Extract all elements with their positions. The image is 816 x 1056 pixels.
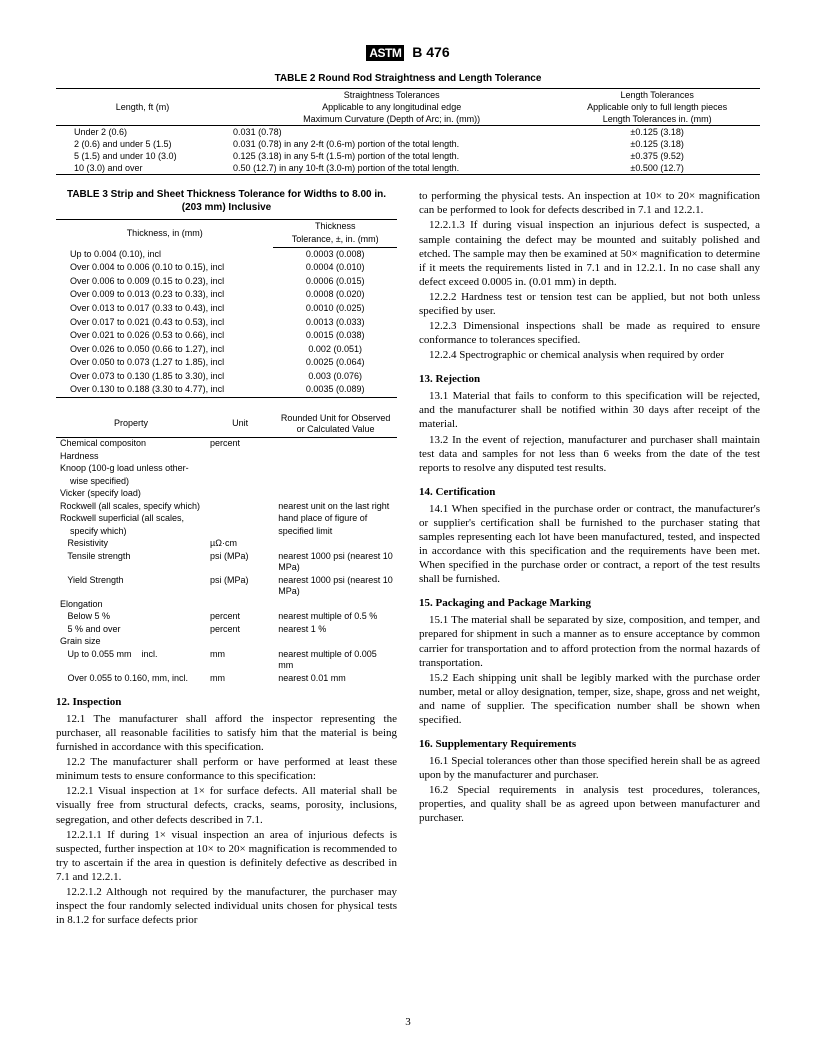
table-row: Over 0.055 to 0.160, mm, incl.mmnearest … — [56, 672, 397, 685]
table-row: Over 0.021 to 0.026 (0.53 to 0.66), incl… — [56, 329, 397, 343]
p-12-2-3: 12.2.3 Dimensional inspections shall be … — [419, 319, 760, 347]
t3-h-c2a: Thickness — [273, 219, 397, 233]
p-14-1: 14.1 When specified in the purchase orde… — [419, 502, 760, 586]
t2-h-col2c: Maximum Curvature (Depth of Arc; in. (mm… — [229, 113, 554, 126]
p-12-2-2: 12.2.2 Hardness test or tension test can… — [419, 290, 760, 318]
table-row: Over 0.026 to 0.050 (0.66 to 1.27), incl… — [56, 343, 397, 357]
table-row: Under 2 (0.6)0.031 (0.78)±0.125 (3.18) — [56, 126, 760, 139]
table-row: Over 0.073 to 0.130 (1.85 to 3.30), incl… — [56, 370, 397, 384]
table-row: Below 5 %percentnearest multiple of 0.5 … — [56, 611, 397, 624]
p-12-2: 12.2 The manufacturer shall perform or h… — [56, 755, 397, 783]
p-13-1: 13.1 Material that fails to conform to t… — [419, 389, 760, 431]
table-row: Over 0.130 to 0.188 (3.30 to 4.77), incl… — [56, 383, 397, 397]
doc-header: ASTM B 476 — [56, 44, 760, 61]
table-row: Tensile strengthpsi (MPa)nearest 1000 ps… — [56, 550, 397, 574]
table-row: 2 (0.6) and under 5 (1.5)0.031 (0.78) in… — [56, 138, 760, 150]
p-12-2-1-3: 12.2.1.3 If during visual inspection an … — [419, 218, 760, 288]
page: ASTM B 476 TABLE 2 Round Rod Straightnes… — [0, 0, 816, 958]
table2: Straightness Tolerances Length Tolerance… — [56, 88, 760, 175]
table-row: Knoop (100-g load unless other- — [56, 463, 397, 476]
t4-h-c3: Rounded Unit for Observed or Calculated … — [274, 412, 397, 438]
table-row: Up to 0.004 (0.10), incl0.0003 (0.008) — [56, 247, 397, 261]
table-row: Up to 0.055 mm incl.mmnearest multiple o… — [56, 648, 397, 672]
table-row: Yield Strengthpsi (MPa)nearest 1000 psi … — [56, 574, 397, 598]
table-row: Rockwell (all scales, specify which)near… — [56, 500, 397, 513]
table-row: Vicker (specify load) — [56, 488, 397, 501]
s14-heading: 14. Certification — [419, 485, 760, 499]
table3-title: TABLE 3 Strip and Sheet Thickness Tolera… — [56, 189, 397, 215]
s12-heading: 12. Inspection — [56, 695, 397, 709]
table4: Property Unit Rounded Unit for Observed … — [56, 412, 397, 685]
s15-heading: 15. Packaging and Package Marking — [419, 596, 760, 610]
p-12-2-1-2: 12.2.1.2 Although not required by the ma… — [56, 885, 397, 927]
t4-h-c1: Property — [56, 412, 206, 438]
table-row: Hardness — [56, 450, 397, 463]
right-column: to performing the physical tests. An ins… — [419, 189, 760, 928]
s16-heading: 16. Supplementary Requirements — [419, 737, 760, 751]
table-row: 5 % and overpercentnearest 1 % — [56, 623, 397, 636]
table-row: Over 0.009 to 0.013 (0.23 to 0.33), incl… — [56, 288, 397, 302]
t2-h-col3c: Length Tolerances in. (mm) — [554, 113, 760, 126]
p-16-1: 16.1 Special tolerances other than those… — [419, 754, 760, 782]
t3-h-c1: Thickness, in (mm) — [56, 219, 273, 247]
s13-heading: 13. Rejection — [419, 372, 760, 386]
doc-number: B 476 — [412, 44, 449, 60]
table-row: Grain size — [56, 636, 397, 649]
page-number: 3 — [0, 1016, 816, 1028]
p-16-2: 16.2 Special requirements in analysis te… — [419, 783, 760, 825]
table-row: specify which) specified limit — [56, 525, 397, 538]
p-15-2: 15.2 Each shipping unit shall be legibly… — [419, 671, 760, 727]
t3-h-c2b: Tolerance, ±, in. (mm) — [273, 233, 397, 247]
p-13-2: 13.2 In the event of rejection, manufact… — [419, 433, 760, 475]
table-row: Chemical compositonpercent — [56, 437, 397, 450]
table-row: Rockwell superficial (all scales, hand p… — [56, 513, 397, 526]
t2-h-col2b: Applicable to any longitudinal edge — [229, 101, 554, 113]
table2-title: TABLE 2 Round Rod Straightness and Lengt… — [56, 73, 760, 84]
table-row: 10 (3.0) and over0.50 (12.7) in any 10-f… — [56, 162, 760, 175]
table-row: Elongation — [56, 598, 397, 611]
t2-h-col2a: Straightness Tolerances — [229, 89, 554, 102]
table3: Thickness, in (mm) Thickness Tolerance, … — [56, 219, 397, 398]
table-row: 5 (1.5) and under 10 (3.0)0.125 (3.18) i… — [56, 150, 760, 162]
p-cont: to performing the physical tests. An ins… — [419, 189, 760, 217]
table-row: Over 0.013 to 0.017 (0.33 to 0.43), incl… — [56, 302, 397, 316]
p-15-1: 15.1 The material shall be separated by … — [419, 613, 760, 669]
table-row: Over 0.017 to 0.021 (0.43 to 0.53), incl… — [56, 316, 397, 330]
t2-h-col1: Length, ft (m) — [56, 101, 229, 113]
table-row: Over 0.050 to 0.073 (1.27 to 1.85), incl… — [56, 356, 397, 370]
t4-h-c2: Unit — [206, 412, 274, 438]
t2-h-col3b: Applicable only to full length pieces — [554, 101, 760, 113]
table-row: Over 0.006 to 0.009 (0.15 to 0.23), incl… — [56, 275, 397, 289]
p-12-2-4: 12.2.4 Spectrographic or chemical analys… — [419, 348, 760, 362]
p-12-2-1-1: 12.2.1.1 If during 1× visual inspection … — [56, 828, 397, 884]
p-12-1: 12.1 The manufacturer shall afford the i… — [56, 712, 397, 754]
astm-logo: ASTM — [366, 45, 404, 61]
table-row: Over 0.004 to 0.006 (0.10 to 0.15), incl… — [56, 261, 397, 275]
table-row: wise specified) — [56, 475, 397, 488]
left-column: TABLE 3 Strip and Sheet Thickness Tolera… — [56, 189, 397, 928]
table-row: ResistivityµΩ·cm — [56, 538, 397, 551]
t2-h-col3a: Length Tolerances — [554, 89, 760, 102]
p-12-2-1: 12.2.1 Visual inspection at 1× for surfa… — [56, 784, 397, 826]
